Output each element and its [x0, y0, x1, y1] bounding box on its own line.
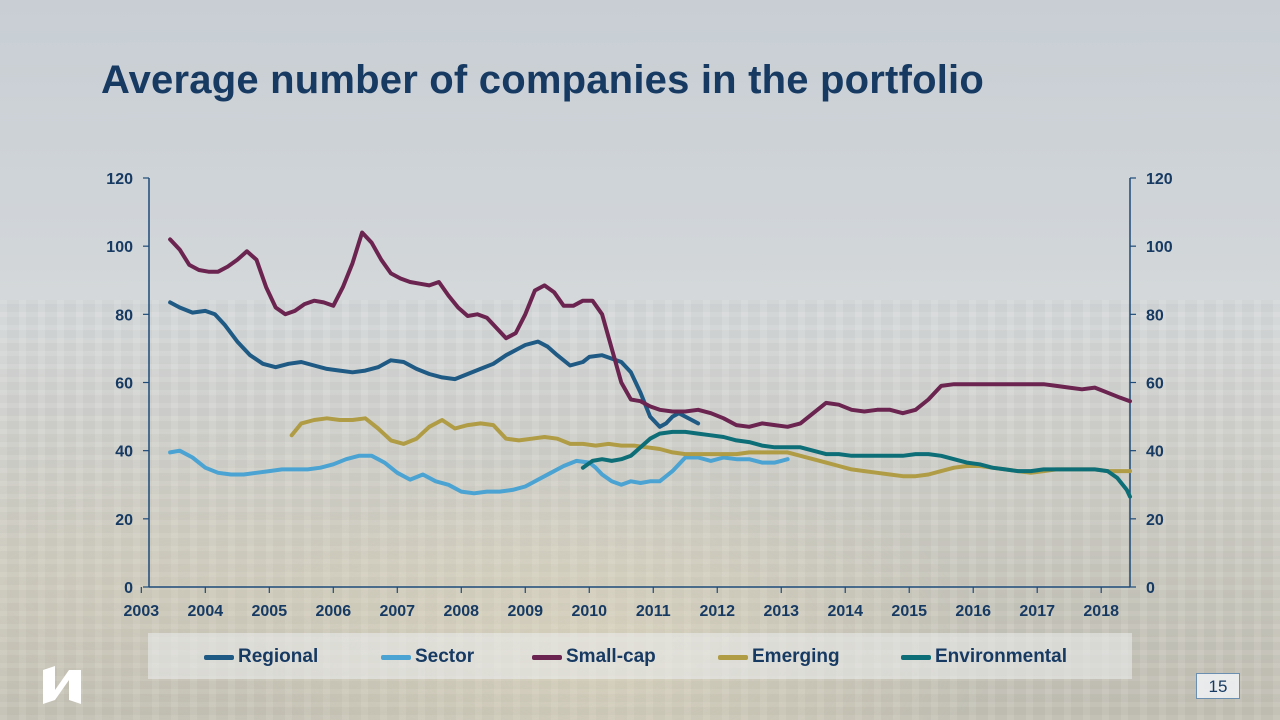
x-tick-label: 2015: [891, 603, 927, 620]
x-tick-label: 2010: [571, 603, 607, 620]
x-tick-label: 2014: [827, 603, 863, 620]
series-line-environmental: [580, 429, 1132, 499]
y-tick-label-right: 60: [1146, 376, 1164, 393]
x-tick-label: 2018: [1083, 603, 1119, 620]
x-tick-label: 2006: [316, 603, 352, 620]
x-tick-label: 2016: [955, 603, 991, 620]
legend-item-regional: Regional: [204, 646, 319, 667]
y-tick-label-left: 80: [115, 307, 133, 324]
company-logo-icon: [43, 666, 81, 704]
x-tick-label: 2013: [763, 603, 799, 620]
legend-label-small-cap: Small-cap: [566, 646, 656, 667]
legend-label-sector: Sector: [415, 646, 475, 667]
x-tick-label: 2009: [507, 603, 543, 620]
y-tick-label-right: 20: [1146, 512, 1164, 529]
x-tick-label: 2004: [188, 603, 224, 620]
x-tick-label: 2017: [1019, 603, 1055, 620]
page-number: 15: [1196, 673, 1240, 699]
legend-swatch-small-cap: [532, 654, 562, 660]
legend-item-environmental: Environmental: [901, 646, 1067, 667]
y-tick-label-right: 40: [1146, 444, 1164, 461]
y-tick-label-right: 0: [1146, 580, 1155, 597]
y-tick-label-left: 120: [106, 171, 133, 188]
y-tick-label-right: 100: [1146, 239, 1173, 256]
legend-label-environmental: Environmental: [935, 646, 1067, 667]
y-tick-label-left: 20: [115, 512, 133, 529]
series-line-regional: [168, 300, 701, 429]
x-tick-label: 2005: [252, 603, 288, 620]
legend-label-emerging: Emerging: [752, 646, 840, 667]
x-tick-label: 2008: [443, 603, 479, 620]
x-tick-label: 2003: [124, 603, 160, 620]
legend-swatch-regional: [204, 654, 234, 660]
slide-title: Average number of companies in the portf…: [101, 58, 984, 102]
y-tick-label-left: 100: [106, 239, 133, 256]
series-line-small-cap: [168, 230, 1132, 429]
legend-item-sector: Sector: [381, 646, 475, 667]
y-tick-label-right: 120: [1146, 171, 1173, 188]
legend-swatch-sector: [381, 654, 411, 660]
y-tick-label-right: 80: [1146, 307, 1164, 324]
legend-label-regional: Regional: [238, 646, 319, 667]
chart-legend: Regional Sector Small-cap Emerging Envir…: [148, 633, 1132, 679]
x-tick-label: 2012: [699, 603, 735, 620]
x-tick-label: 2007: [379, 603, 415, 620]
series-line-sector: [168, 448, 790, 496]
y-tick-label-left: 0: [124, 580, 133, 597]
legend-swatch-environmental: [901, 654, 931, 660]
y-tick-label-left: 40: [115, 444, 133, 461]
legend-item-small-cap: Small-cap: [532, 646, 656, 667]
legend-item-emerging: Emerging: [718, 646, 840, 667]
y-tick-label-left: 60: [115, 376, 133, 393]
x-tick-label: 2011: [636, 603, 671, 620]
legend-swatch-emerging: [718, 654, 748, 660]
